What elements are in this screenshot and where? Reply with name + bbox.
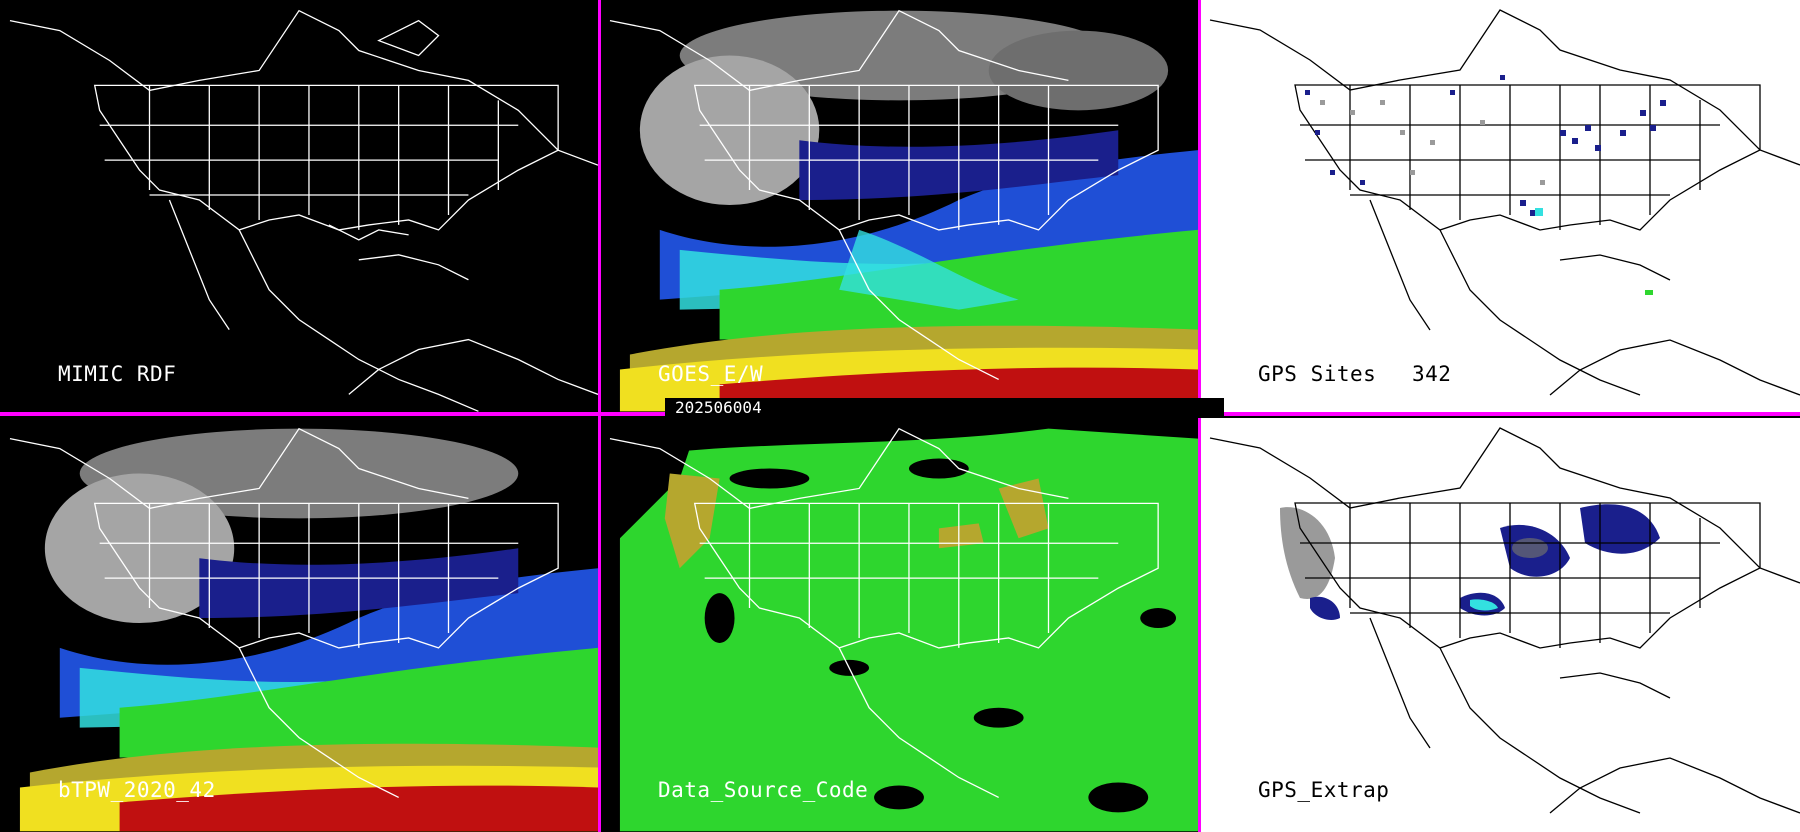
site-count: 342	[1412, 362, 1452, 386]
panel-gps-sites: GPS Sites 342	[1200, 0, 1800, 412]
panel-label: Data_Source_Code	[658, 778, 869, 802]
panel-label: MIMIC RDF	[58, 362, 177, 386]
tpw-field-btpw	[9, 427, 598, 832]
panel-label: GOES_E/W	[658, 362, 764, 386]
tpw-field-goes-ew	[609, 9, 1198, 412]
site-map-gps	[1209, 9, 1800, 396]
panel-label: bTPW_2020_42	[58, 778, 216, 802]
timestamp-bar: 202506004	[665, 398, 1224, 418]
extrap-map-gps	[1209, 427, 1800, 814]
divider-vertical-left	[598, 0, 601, 832]
panel-data-source: Data_Source_Code	[600, 418, 1198, 832]
source-code-field	[600, 418, 1198, 832]
map-outline-mimic-rdf	[9, 9, 598, 412]
panel-goes-ew: GOES_E/W	[600, 0, 1198, 412]
panel-gps-extrap: GPS_Extrap	[1200, 418, 1800, 832]
panel-label: GPS_Extrap	[1258, 778, 1390, 802]
timestamp-text: 202506004	[675, 398, 762, 417]
panel-mimic-rdf: MIMIC RDF	[0, 0, 598, 412]
panel-btpw: bTPW_2020_42	[0, 418, 598, 832]
panel-label: GPS Sites	[1258, 362, 1377, 386]
